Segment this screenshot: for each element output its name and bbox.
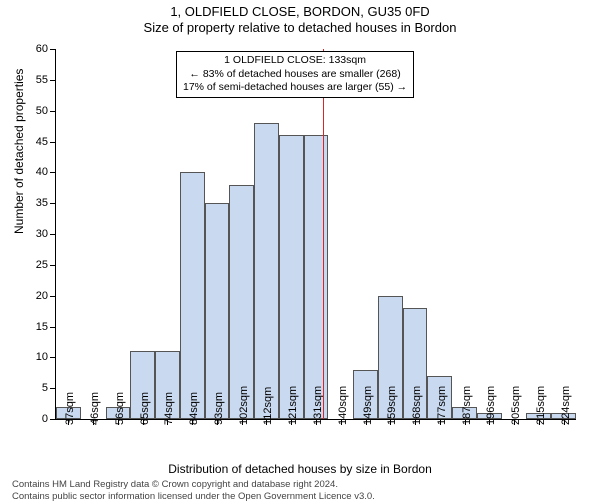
y-tick: [50, 111, 56, 112]
x-tick-label: 149sqm: [362, 386, 374, 425]
y-tick: [50, 265, 56, 266]
x-axis-title: Distribution of detached houses by size …: [0, 462, 600, 476]
chart-title: 1, OLDFIELD CLOSE, BORDON, GU35 0FD: [0, 4, 600, 19]
annotation-line-2: ← 83% of detached houses are smaller (26…: [183, 68, 407, 82]
y-tick: [50, 296, 56, 297]
annotation-box: 1 OLDFIELD CLOSE: 133sqm← 83% of detache…: [176, 51, 414, 98]
x-tick-label: 205sqm: [510, 386, 522, 425]
y-tick-label: 55: [36, 74, 48, 86]
x-tick-label: 56sqm: [114, 392, 126, 425]
y-tick-label: 10: [36, 351, 48, 363]
histogram-bar: [279, 135, 304, 419]
x-tick-label: 46sqm: [89, 392, 101, 425]
plot-area: 05101520253035404550556037sqm46sqm56sqm6…: [55, 49, 575, 419]
y-axis-title: Number of detached properties: [12, 69, 26, 234]
y-tick-label: 60: [36, 43, 48, 55]
x-tick-label: 159sqm: [386, 386, 398, 425]
y-tick-label: 5: [42, 382, 48, 394]
y-tick: [50, 203, 56, 204]
footer-text: Contains HM Land Registry data © Crown c…: [12, 479, 375, 502]
x-tick-label: 93sqm: [213, 392, 225, 425]
histogram-bar: [304, 135, 329, 419]
x-tick-label: 102sqm: [238, 386, 250, 425]
footer-line-2: Contains public sector information licen…: [12, 491, 375, 502]
annotation-line-3: 17% of semi-detached houses are larger (…: [183, 81, 407, 95]
marker-line: [323, 49, 324, 419]
y-tick-label: 35: [36, 197, 48, 209]
annotation-line-1: 1 OLDFIELD CLOSE: 133sqm: [183, 54, 407, 68]
x-tick-label: 84sqm: [188, 392, 200, 425]
x-tick-label: 74sqm: [163, 392, 175, 425]
y-tick-label: 20: [36, 290, 48, 302]
y-tick-label: 50: [36, 105, 48, 117]
histogram-bar: [229, 185, 254, 419]
y-tick-label: 15: [36, 321, 48, 333]
x-tick-label: 168sqm: [411, 386, 423, 425]
y-tick: [50, 327, 56, 328]
y-tick: [50, 172, 56, 173]
y-tick-label: 45: [36, 136, 48, 148]
x-tick-label: 224sqm: [560, 386, 572, 425]
y-tick: [50, 388, 56, 389]
histogram-bar: [205, 203, 230, 419]
histogram-bar: [180, 172, 205, 419]
chart-subtitle: Size of property relative to detached ho…: [0, 20, 600, 35]
plot-inner: 05101520253035404550556037sqm46sqm56sqm6…: [55, 49, 576, 420]
x-tick-label: 215sqm: [535, 386, 547, 425]
y-tick: [50, 80, 56, 81]
y-tick: [50, 357, 56, 358]
y-tick-label: 0: [42, 413, 48, 425]
x-tick-label: 112sqm: [262, 387, 274, 425]
y-tick: [50, 419, 56, 420]
y-tick-label: 30: [36, 228, 48, 240]
y-tick: [50, 49, 56, 50]
y-tick-label: 40: [36, 166, 48, 178]
y-tick-label: 25: [36, 259, 48, 271]
x-tick-label: 187sqm: [461, 386, 473, 425]
x-tick-label: 196sqm: [485, 386, 497, 425]
chart-container: 1, OLDFIELD CLOSE, BORDON, GU35 0FD Size…: [0, 4, 600, 504]
x-tick-label: 140sqm: [337, 386, 349, 425]
x-tick-label: 177sqm: [436, 386, 448, 425]
footer-line-1: Contains HM Land Registry data © Crown c…: [12, 479, 375, 490]
x-tick-label: 121sqm: [287, 386, 299, 425]
y-tick: [50, 142, 56, 143]
histogram-bar: [254, 123, 279, 419]
x-tick-label: 37sqm: [64, 392, 76, 425]
y-tick: [50, 234, 56, 235]
x-tick-label: 65sqm: [139, 392, 151, 425]
